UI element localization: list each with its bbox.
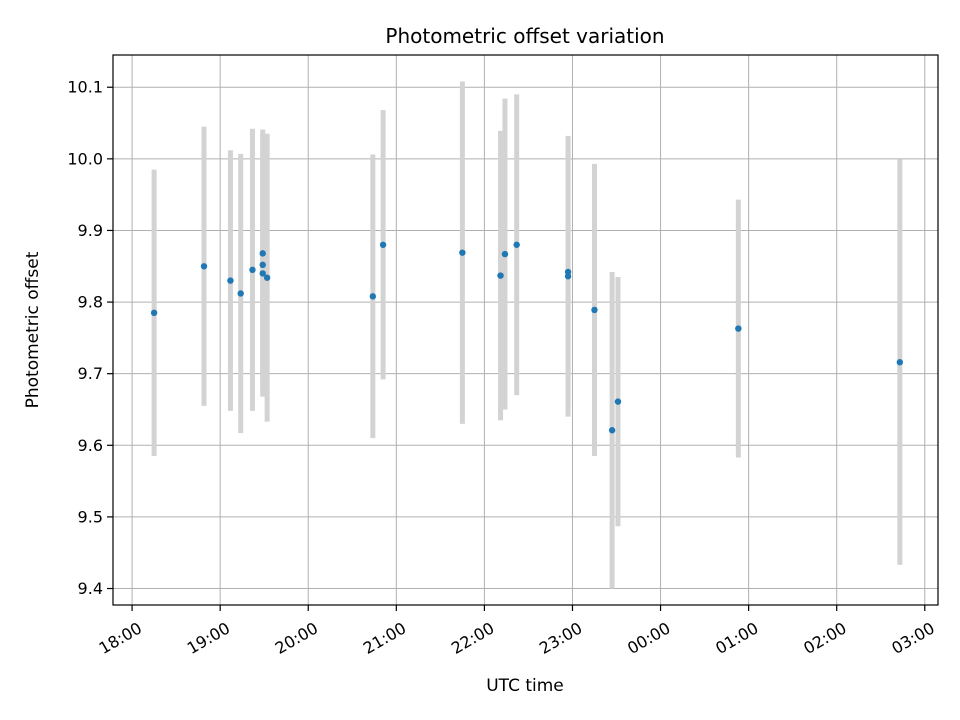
y-tick-label: 9.4	[78, 579, 103, 598]
y-tick-label: 9.5	[78, 507, 103, 526]
data-point	[237, 290, 244, 297]
data-point	[614, 398, 622, 405]
y-tick-label: 9.6	[78, 436, 103, 455]
plot-area-frame	[112, 54, 939, 606]
data-point	[259, 250, 266, 257]
data-point	[564, 273, 572, 280]
y-tick-label: 10.1	[67, 78, 103, 97]
data-point	[459, 249, 466, 256]
y-tick-label: 9.7	[78, 364, 103, 383]
data-point	[896, 359, 904, 366]
data-point	[513, 241, 520, 248]
data-point	[591, 306, 598, 314]
x-axis-label: UTC time	[486, 676, 564, 696]
data-point	[379, 241, 387, 248]
data-point	[150, 309, 158, 317]
data-point	[200, 263, 208, 270]
y-tick-label: 10.0	[67, 149, 103, 168]
data-point	[227, 277, 234, 284]
data-points	[150, 241, 904, 434]
data-point	[497, 272, 504, 279]
data-point	[259, 261, 266, 269]
data-point	[369, 293, 377, 300]
data-point	[263, 274, 271, 281]
data-point	[608, 427, 616, 434]
data-point	[735, 325, 742, 332]
y-axis-label: Photometric offset	[23, 251, 43, 408]
grid	[113, 55, 938, 605]
y-tick-label: 9.9	[78, 221, 103, 240]
y-tick-label: 9.8	[78, 293, 103, 312]
data-point	[501, 250, 509, 258]
data-point	[259, 270, 266, 277]
chart-title: Photometric offset variation	[385, 24, 664, 48]
data-point	[249, 266, 256, 274]
